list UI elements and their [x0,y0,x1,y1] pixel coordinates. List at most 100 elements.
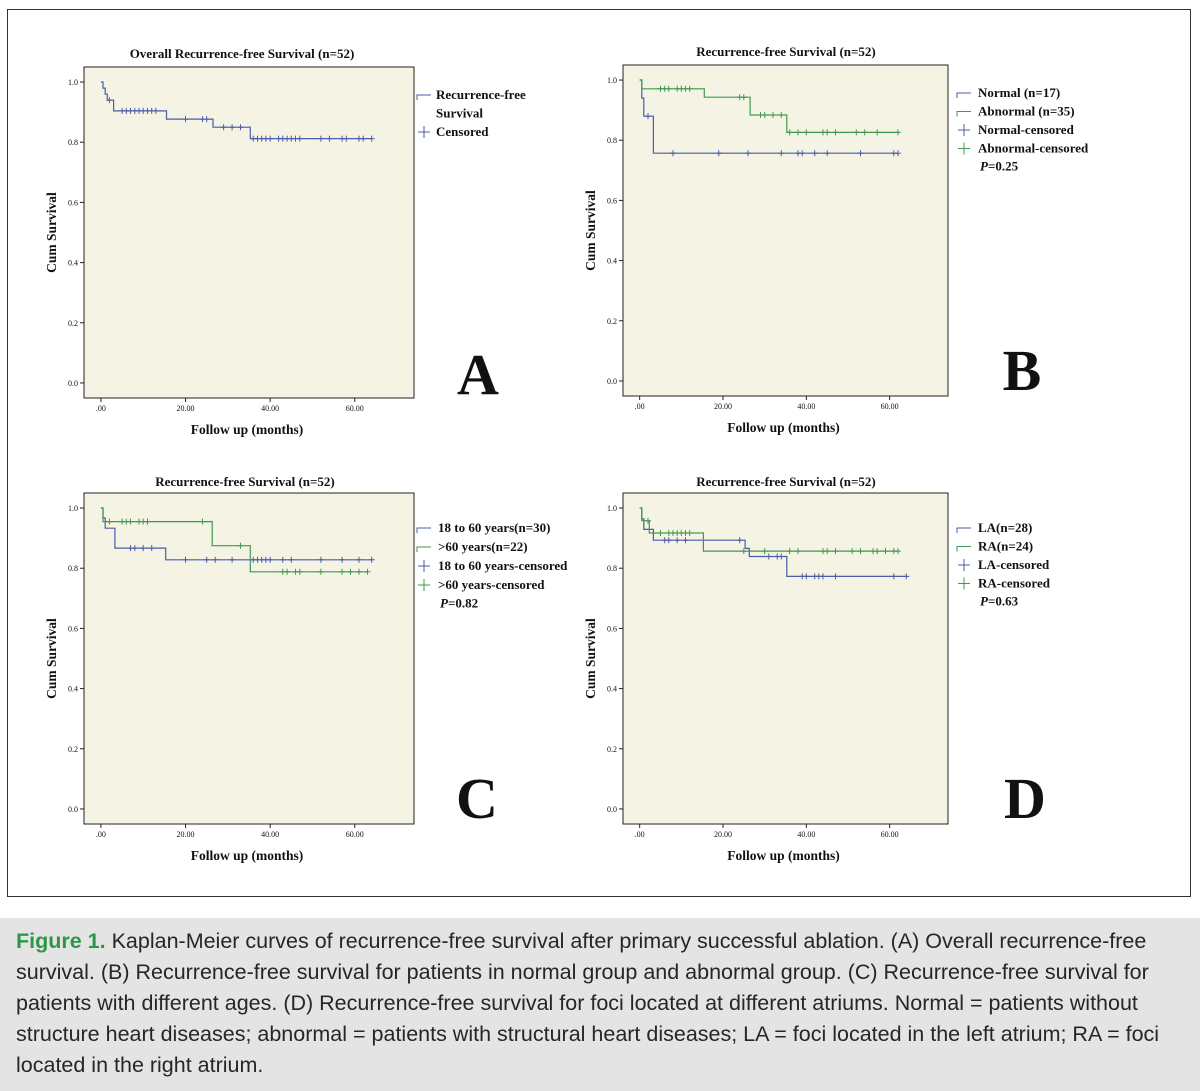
x-tick-label: 40.00 [797,830,815,839]
censored-mark [861,129,868,136]
x-tick-label: 40.00 [261,830,279,839]
censored-mark [849,548,856,555]
censored-mark [343,135,350,142]
legend-step-swatch [956,111,971,117]
legend-censor-swatch [958,124,970,136]
censored-mark [229,124,236,131]
x-tick-label: 40.00 [797,402,815,411]
censored-mark [339,556,346,563]
censored-mark [824,548,831,555]
censored-mark [778,553,785,560]
censored-mark [127,518,134,525]
legend-censor-swatch [418,126,430,138]
x-tick-label: 40.00 [261,404,279,413]
legend-entry: Abnormal-censored [978,141,1089,156]
legend-entry: Abnormal (n=35) [978,104,1075,119]
x-tick-label: 20.00 [177,404,195,413]
survival-curves [639,507,910,580]
censored-mark [665,85,672,92]
p-value: P=0.82 [440,596,478,611]
x-tick-label: 60.00 [346,830,364,839]
x-tick-label: 20.00 [714,402,732,411]
plot-area [622,492,949,825]
censored-mark [288,556,295,563]
legend-entry: 18 to 60 years(n=30) [438,520,550,535]
y-tick-label: 0.2 [607,317,617,326]
y-axis-ticks: 0.0 0.2 0.4 0.6 0.8 1.0 [68,78,84,388]
censored-mark [715,150,722,157]
censored-mark [368,135,375,142]
panel-title: Recurrence-free Survival (n=52) [696,44,876,59]
censored-mark [857,150,864,157]
y-tick-label: 1.0 [607,76,617,85]
p-number: =0.82 [448,596,478,611]
x-axis-ticks: .00 20.00 40.00 60.00 [635,396,899,411]
legend-entry: Recurrence-free [436,87,526,102]
panel-letter: C [456,766,498,831]
y-tick-label: 1.0 [607,504,617,513]
survival-curves [100,81,375,142]
x-tick-label: .00 [96,830,106,839]
censored-mark [820,573,826,580]
legend-entry: Censored [436,124,489,139]
censored-mark [326,135,333,142]
censored-mark [832,573,839,580]
y-axis-label: Cum Survival [583,618,598,699]
y-tick-label: 0.4 [68,685,78,694]
y-tick-label: 0.8 [607,136,617,145]
panel-c: Recurrence-free Survival (n=52) 0.00.20.… [44,474,568,863]
x-axis-ticks: .00 20.00 40.00 60.00 [96,398,364,413]
censored-mark [203,556,210,563]
y-tick-label: 0.6 [68,624,78,633]
censored-mark [686,530,693,536]
legend-censor-swatch [958,559,970,571]
censored-mark [736,537,743,544]
panel-title: Recurrence-free Survival (n=52) [155,474,335,489]
caption-label: Figure 1. [16,929,106,953]
censored-mark [895,548,901,555]
legend-entry: LA-censored [978,557,1050,572]
p-value: P=0.63 [980,594,1019,609]
censored-mark [356,556,362,563]
legend-entry: RA(n=24) [978,539,1033,554]
x-tick-label: 20.00 [714,830,732,839]
censored-mark [237,124,244,131]
plot-area [622,64,949,397]
censored-mark [770,112,776,118]
caption-text: Kaplan-Meier curves of recurrence-free s… [16,929,1160,1077]
x-axis-label: Follow up (months) [191,422,304,437]
censored-mark [674,537,681,544]
censored-mark [803,573,810,580]
censored-mark [296,568,303,575]
plot-area [83,66,415,399]
legend-step-swatch [956,527,971,533]
censored-mark [740,548,747,555]
censored-mark [237,542,244,549]
y-axis-label: Cum Survival [583,190,598,271]
x-axis-label: Follow up (months) [727,848,840,863]
plot-area [83,492,415,825]
y-tick-label: 0.4 [68,259,78,268]
y-axis-ticks: 0.0 0.2 0.4 0.6 0.8 1.0 [607,76,623,386]
censored-mark [795,129,801,136]
censored-mark [890,573,897,580]
legend-entry: Survival [436,106,483,121]
censored-mark [895,129,901,136]
survival-curve [639,507,907,577]
censored-mark [824,129,831,136]
censored-mark [786,548,793,555]
censored-mark [182,116,189,123]
censored-mark [795,548,801,555]
survival-curve [100,507,368,573]
censored-mark [811,150,818,157]
survival-curves [639,79,901,157]
panel-letter: A [457,342,499,407]
y-tick-label: 0.6 [607,196,617,205]
panel-title: Recurrence-free Survival (n=52) [696,474,876,489]
censored-mark [284,568,291,575]
y-tick-label: 1.0 [68,504,78,513]
panel-a: Overall Recurrence-free Survival (n=52) … [44,46,526,437]
censored-mark [203,116,210,123]
censored-mark [645,113,651,120]
censored-mark [832,548,839,555]
